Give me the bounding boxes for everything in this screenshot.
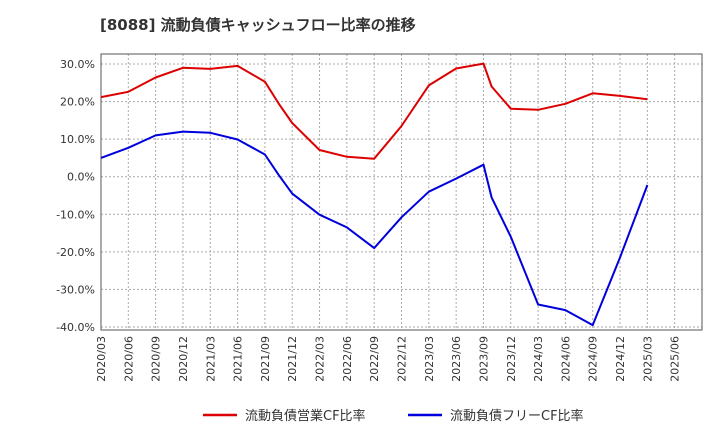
x-tick-label: 2023/09 — [477, 336, 490, 382]
y-tick-label: 10.0% — [60, 133, 95, 146]
y-tick-label: 20.0% — [60, 96, 95, 109]
x-tick-label: 2024/03 — [532, 336, 545, 382]
x-tick-label: 2023/03 — [423, 336, 436, 382]
x-tick-label: 2023/06 — [450, 336, 463, 382]
y-tick-label: -30.0% — [56, 283, 95, 296]
x-tick-label: 2021/06 — [232, 336, 245, 382]
axis-layer: 30.0% 20.0% 10.0% 0.0% -10.0% -20.0% -30.0% -40… — [56, 58, 682, 382]
x-tick-label: 2025/03 — [641, 336, 654, 382]
x-tick-label: 2022/12 — [396, 336, 409, 382]
x-tick-label: 2024/12 — [614, 336, 627, 382]
legend-label-1: 流動負債営業CF比率 — [245, 408, 366, 424]
y-tick-label: -20.0% — [56, 246, 95, 259]
x-tick-label: 2023/12 — [505, 336, 518, 382]
x-tick-label: 2021/03 — [204, 336, 217, 382]
x-tick-label: 2020/06 — [122, 336, 135, 382]
x-tick-label: 2025/06 — [669, 336, 682, 382]
x-tick-label: 2022/06 — [341, 336, 354, 382]
x-tick-label: 2020/03 — [95, 336, 108, 382]
y-tick-label: -10.0% — [56, 208, 95, 221]
y-tick-label: 30.0% — [60, 58, 95, 71]
x-tick-label: 2021/09 — [259, 336, 272, 382]
grid-layer — [101, 54, 702, 330]
x-tick-label: 2022/03 — [314, 336, 327, 382]
legend-label-2: 流動負債フリーCF比率 — [450, 408, 584, 424]
x-tick-label: 2021/12 — [286, 336, 299, 382]
series-layer — [100, 62, 649, 327]
series-line-1 — [100, 62, 648, 160]
y-tick-label: -40.0% — [56, 321, 95, 334]
x-tick-label: 2020/12 — [177, 336, 190, 382]
x-tick-label: 2024/06 — [559, 336, 572, 382]
x-tick-label: 2022/09 — [368, 336, 381, 382]
x-tick-label: 2024/09 — [587, 336, 600, 382]
legend: 流動負債営業CF比率 流動負債フリーCF比率 — [203, 408, 584, 424]
plot-frame — [100, 53, 703, 331]
chart-title: [8088] 流動負債キャッシュフロー比率の推移 — [100, 16, 416, 34]
series-line-2 — [100, 130, 649, 327]
x-tick-label: 2020/09 — [150, 336, 163, 382]
y-tick-label: 0.0% — [67, 171, 95, 184]
